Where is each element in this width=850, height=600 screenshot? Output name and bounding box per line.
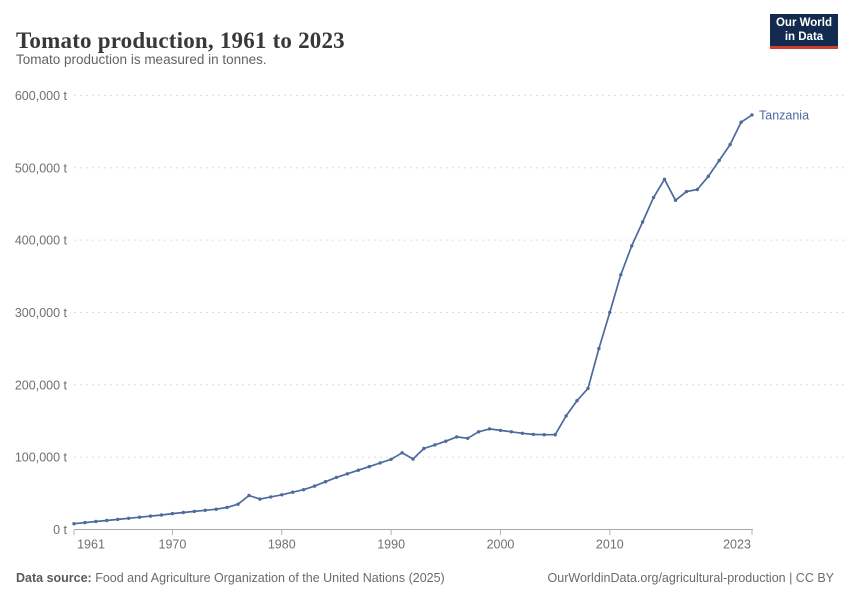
page-title: Tomato production, 1961 to 2023 <box>16 28 345 54</box>
data-point-marker[interactable] <box>498 428 503 433</box>
data-point-marker[interactable] <box>203 508 207 512</box>
data-point-marker[interactable] <box>105 518 109 523</box>
x-axis-tick-label: 1970 <box>159 538 187 552</box>
data-point-marker[interactable] <box>214 507 218 511</box>
data-point-marker[interactable] <box>728 142 732 147</box>
data-point-marker[interactable] <box>662 177 667 181</box>
data-point-marker[interactable] <box>367 464 371 469</box>
series-label[interactable]: Tanzania <box>759 108 809 122</box>
data-point-marker[interactable] <box>630 244 634 248</box>
data-point-marker[interactable] <box>148 514 153 518</box>
data-source-note: Data source: Food and Agriculture Organi… <box>16 571 445 585</box>
owid-logo[interactable]: Our World in Data <box>770 14 838 49</box>
data-point-marker[interactable] <box>269 495 273 499</box>
data-point-marker[interactable] <box>717 158 721 163</box>
data-point-marker[interactable] <box>520 431 525 435</box>
y-axis-tick-label: 500,000 t <box>15 161 68 175</box>
x-axis-tick-label: 1990 <box>377 538 405 552</box>
data-point-marker[interactable] <box>247 493 251 498</box>
data-point-marker[interactable] <box>170 511 175 516</box>
data-point-marker[interactable] <box>684 189 689 194</box>
data-point-marker[interactable] <box>116 517 120 522</box>
data-point-marker[interactable] <box>695 187 699 192</box>
data-point-marker[interactable] <box>706 174 710 179</box>
data-point-marker[interactable] <box>476 430 481 434</box>
x-axis-tick-label: 2023 <box>723 538 751 552</box>
data-point-marker[interactable] <box>553 433 557 437</box>
data-point-marker[interactable] <box>597 346 601 351</box>
data-point-marker[interactable] <box>159 513 164 517</box>
data-point-marker[interactable] <box>509 430 514 434</box>
data-point-marker[interactable] <box>487 427 492 431</box>
y-axis-tick-label: 600,000 t <box>15 89 68 103</box>
owid-logo-line1: Our World <box>775 16 832 29</box>
data-point-marker[interactable] <box>564 414 568 418</box>
data-point-marker[interactable] <box>619 273 623 277</box>
data-point-marker[interactable] <box>301 488 306 492</box>
data-point-marker[interactable] <box>356 468 360 472</box>
data-point-marker[interactable] <box>258 497 262 501</box>
data-point-marker[interactable] <box>83 520 87 525</box>
data-point-marker[interactable] <box>608 310 612 315</box>
data-point-marker[interactable] <box>334 475 339 480</box>
data-point-marker[interactable] <box>673 198 678 202</box>
chart-subtitle: Tomato production is measured in tonnes. <box>16 52 267 67</box>
chart-footer: Data source: Food and Agriculture Organi… <box>16 571 834 585</box>
data-point-marker[interactable] <box>466 436 470 440</box>
data-point-marker[interactable] <box>444 439 448 443</box>
data-point-marker[interactable] <box>739 120 743 124</box>
y-axis-tick-label: 300,000 t <box>15 306 68 320</box>
data-point-marker[interactable] <box>72 522 76 526</box>
y-axis-tick-label: 0 t <box>53 523 67 537</box>
data-point-marker[interactable] <box>640 220 645 224</box>
data-point-marker[interactable] <box>400 451 404 455</box>
data-point-marker[interactable] <box>651 195 656 200</box>
data-point-marker[interactable] <box>280 493 284 497</box>
data-point-marker[interactable] <box>323 480 328 484</box>
data-point-marker[interactable] <box>312 484 317 488</box>
y-axis-tick-label: 400,000 t <box>15 234 68 248</box>
data-point-marker[interactable] <box>422 446 426 451</box>
x-axis-tick-label: 1961 <box>77 538 105 552</box>
data-point-marker[interactable] <box>225 505 229 510</box>
data-point-marker[interactable] <box>750 113 754 117</box>
owid-logo-line2: in Data <box>784 31 824 43</box>
chart-line[interactable] <box>73 114 753 525</box>
data-point-marker[interactable] <box>192 509 196 514</box>
data-source-label: Data source: <box>16 571 92 585</box>
data-point-marker[interactable] <box>411 457 415 461</box>
data-point-marker[interactable] <box>181 510 186 515</box>
data-point-marker[interactable] <box>455 435 459 439</box>
data-point-marker[interactable] <box>378 461 382 465</box>
data-point-marker[interactable] <box>127 516 131 520</box>
y-axis-tick-label: 200,000 t <box>15 378 68 392</box>
data-point-marker[interactable] <box>236 502 240 506</box>
y-axis-tick-label: 100,000 t <box>15 451 68 465</box>
data-point-marker[interactable] <box>137 515 142 519</box>
data-source-text: Food and Agriculture Organization of the… <box>91 571 445 585</box>
data-point-marker[interactable] <box>94 519 98 524</box>
data-point-marker[interactable] <box>575 399 579 403</box>
data-point-marker[interactable] <box>586 386 590 391</box>
owid-url-link[interactable]: OurWorldinData.org/agricultural-producti… <box>547 571 834 585</box>
data-point-marker[interactable] <box>389 457 393 461</box>
data-point-marker[interactable] <box>433 443 437 447</box>
data-point-marker[interactable] <box>542 433 546 437</box>
x-axis-tick-label: 1980 <box>268 538 296 552</box>
data-point-marker[interactable] <box>345 472 350 476</box>
x-axis-tick-label: 2000 <box>487 538 515 552</box>
data-point-marker[interactable] <box>531 432 535 437</box>
data-point-marker[interactable] <box>291 490 295 494</box>
x-axis-tick-label: 2010 <box>596 538 624 552</box>
